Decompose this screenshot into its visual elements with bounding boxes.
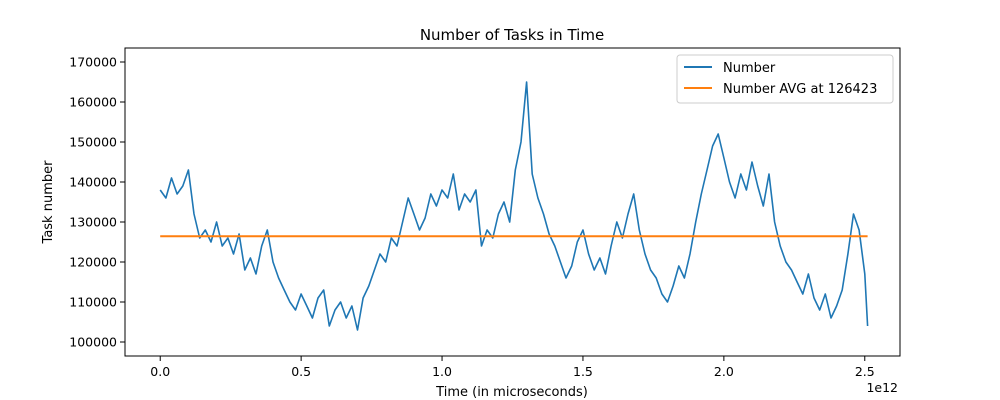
y-tick-label: 100000 bbox=[69, 335, 117, 350]
y-tick-label: 170000 bbox=[69, 55, 117, 70]
x-tick-label: 2.5 bbox=[855, 364, 875, 379]
y-tick-label: 120000 bbox=[69, 255, 117, 270]
x-axis-label: Time (in microseconds) bbox=[435, 385, 588, 400]
x-tick-label: 1.5 bbox=[573, 364, 593, 379]
x-offset-label: 1e12 bbox=[866, 380, 898, 395]
x-tick-label: 2.0 bbox=[714, 364, 734, 379]
y-tick-label: 150000 bbox=[69, 135, 117, 150]
x-axis: 0.0 0.5 1.0 1.5 2.0 2.5 bbox=[150, 356, 875, 379]
y-tick-label: 160000 bbox=[69, 95, 117, 110]
legend-box bbox=[676, 54, 894, 104]
series-line-number bbox=[159, 81, 869, 331]
y-axis-label: Task number bbox=[41, 160, 56, 245]
y-tick-label: 140000 bbox=[69, 175, 117, 190]
x-tick-label: 0.5 bbox=[291, 364, 311, 379]
series-layer bbox=[159, 81, 869, 331]
chart-title: Number of Tasks in Time bbox=[420, 26, 604, 44]
y-axis: 100000 110000 120000 130000 140000 150000 1600… bbox=[69, 55, 125, 350]
legend: Number Number AVG at 126423 bbox=[676, 54, 894, 104]
legend-label-average: Number AVG at 126423 bbox=[723, 82, 877, 97]
y-tick-label: 110000 bbox=[69, 295, 117, 310]
x-tick-label: 0.0 bbox=[150, 364, 170, 379]
legend-label-number: Number bbox=[723, 61, 776, 76]
y-tick-label: 130000 bbox=[69, 215, 117, 230]
x-tick-label: 1.0 bbox=[432, 364, 452, 379]
